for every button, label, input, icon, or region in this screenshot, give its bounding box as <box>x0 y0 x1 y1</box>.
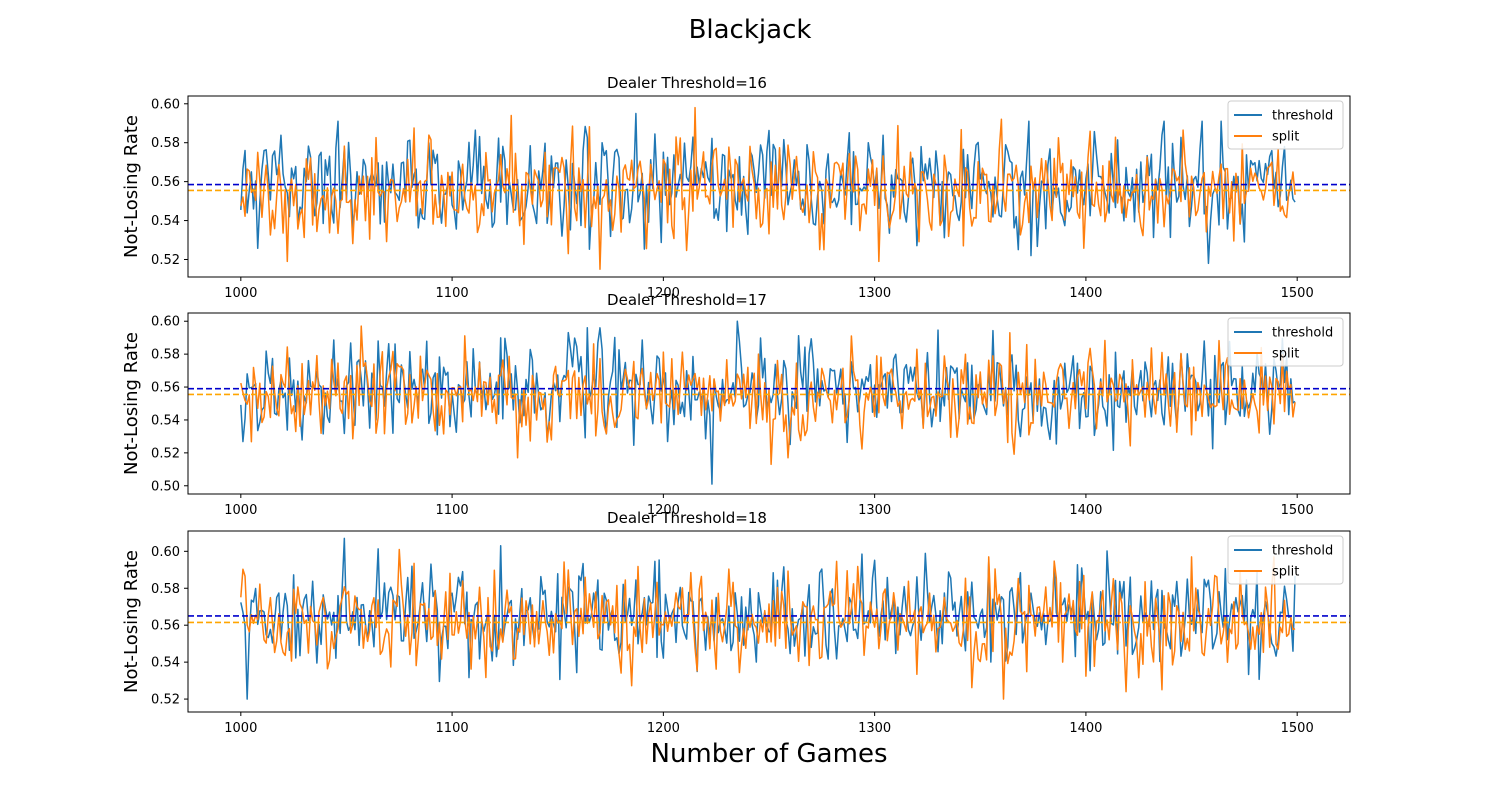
figure-xlabel: Number of Games <box>651 739 888 769</box>
series-line-split <box>240 106 1296 270</box>
y-tick-label: 0.54 <box>151 214 180 229</box>
subplot-title: Dealer Threshold=17 <box>607 291 767 309</box>
x-tick-label: 1200 <box>647 503 680 518</box>
legend-label-threshold: threshold <box>1272 326 1333 341</box>
y-tick-label: 0.52 <box>151 253 180 268</box>
x-tick-label: 1400 <box>1069 721 1102 736</box>
subplot-1: Dealer Threshold=16 Not-Losing Rate 1000 11… <box>121 74 1351 301</box>
y-tick-label: 0.56 <box>151 619 180 634</box>
x-tick-label: 1300 <box>858 721 891 736</box>
y-tick-label: 0.54 <box>151 413 180 428</box>
series-lines <box>240 106 1296 270</box>
x-tick-label: 1400 <box>1069 503 1102 518</box>
series-lines <box>240 537 1296 700</box>
x-tick-label: 1100 <box>436 286 469 301</box>
y-axis-label: Not-Losing Rate <box>121 332 142 475</box>
legend: threshold split <box>1227 100 1344 150</box>
legend-label-threshold: threshold <box>1272 109 1333 124</box>
x-tick-label: 1100 <box>436 503 469 518</box>
x-tick-label: 1200 <box>647 721 680 736</box>
x-tick-label: 1100 <box>436 721 469 736</box>
series-line-split <box>240 548 1296 700</box>
x-tick-label: 1500 <box>1281 721 1314 736</box>
x-tick-label: 1300 <box>858 503 891 518</box>
y-tick-label: 0.58 <box>151 136 180 151</box>
y-tick-label: 0.52 <box>151 693 180 708</box>
x-tick-label: 1500 <box>1281 503 1314 518</box>
axes-frame <box>187 530 1351 713</box>
y-tick-label: 0.58 <box>151 582 180 597</box>
axes-frame <box>187 312 1351 495</box>
legend: threshold split <box>1227 535 1344 585</box>
x-tick-label: 1300 <box>858 286 891 301</box>
y-tick-label: 0.60 <box>151 545 180 560</box>
subplot-3: Dealer Threshold=18 Not-Losing Rate 1000 11… <box>121 509 1351 736</box>
figure-title: Blackjack <box>689 15 812 45</box>
axes-frame <box>187 95 1351 278</box>
x-tick-label: 1000 <box>224 286 257 301</box>
series-line-split <box>240 325 1296 466</box>
legend-label-split: split <box>1272 130 1299 145</box>
y-tick-label: 0.52 <box>151 446 180 461</box>
legend-label-threshold: threshold <box>1272 544 1333 559</box>
x-tick-label: 1200 <box>647 286 680 301</box>
y-axis-label: Not-Losing Rate <box>121 550 142 693</box>
subplot-title: Dealer Threshold=18 <box>607 509 767 527</box>
y-tick-label: 0.58 <box>151 348 180 363</box>
x-tick-label: 1400 <box>1069 286 1102 301</box>
legend-label-split: split <box>1272 565 1299 580</box>
x-tick-label: 1000 <box>224 721 257 736</box>
y-tick-label: 0.54 <box>151 656 180 671</box>
subplot-title: Dealer Threshold=16 <box>607 74 767 92</box>
legend: threshold split <box>1227 317 1344 367</box>
y-tick-label: 0.60 <box>151 315 180 330</box>
y-axis-label: Not-Losing Rate <box>121 115 142 258</box>
y-tick-label: 0.50 <box>151 479 180 494</box>
y-tick-label: 0.56 <box>151 175 180 190</box>
subplot-2: Dealer Threshold=17 Not-Losing Rate 1000 11… <box>121 291 1351 518</box>
x-tick-label: 1500 <box>1281 286 1314 301</box>
y-tick-label: 0.56 <box>151 381 180 396</box>
y-tick-label: 0.60 <box>151 97 180 112</box>
legend-label-split: split <box>1272 347 1299 362</box>
x-tick-label: 1000 <box>224 503 257 518</box>
series-lines <box>240 320 1296 485</box>
